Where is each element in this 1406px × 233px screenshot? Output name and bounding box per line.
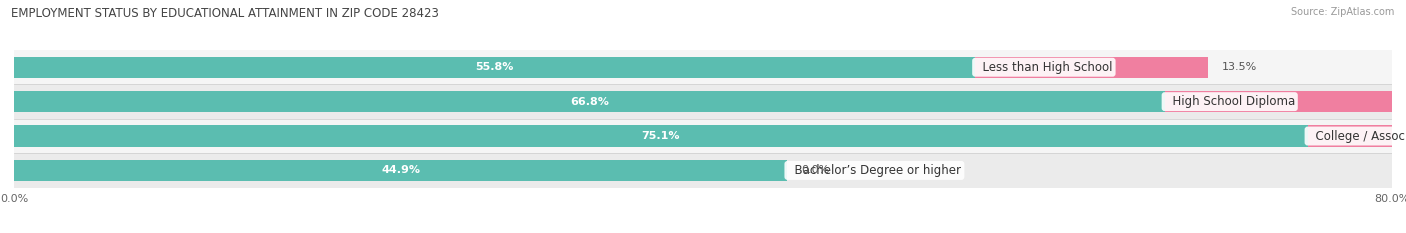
Text: College / Associate Degree: College / Associate Degree bbox=[1308, 130, 1406, 143]
Text: Bachelor’s Degree or higher: Bachelor’s Degree or higher bbox=[787, 164, 962, 177]
Bar bbox=[1308, 125, 1399, 147]
Bar bbox=[14, 91, 1164, 112]
Bar bbox=[14, 125, 1308, 147]
Text: 55.8%: 55.8% bbox=[475, 62, 513, 72]
Text: 44.9%: 44.9% bbox=[381, 165, 420, 175]
Text: High School Diploma: High School Diploma bbox=[1164, 95, 1295, 108]
Bar bbox=[14, 153, 1392, 188]
Text: 0.0%: 0.0% bbox=[801, 165, 830, 175]
Bar bbox=[14, 57, 976, 78]
Bar bbox=[976, 57, 1208, 78]
Bar bbox=[14, 84, 1392, 119]
Bar bbox=[1164, 91, 1406, 112]
Text: 75.1%: 75.1% bbox=[641, 131, 681, 141]
Text: 13.5%: 13.5% bbox=[1222, 62, 1257, 72]
Bar bbox=[14, 50, 1392, 84]
Text: Less than High School: Less than High School bbox=[976, 61, 1112, 74]
Bar bbox=[14, 119, 1392, 153]
Text: EMPLOYMENT STATUS BY EDUCATIONAL ATTAINMENT IN ZIP CODE 28423: EMPLOYMENT STATUS BY EDUCATIONAL ATTAINM… bbox=[11, 7, 439, 20]
Bar bbox=[14, 160, 787, 181]
Text: Source: ZipAtlas.com: Source: ZipAtlas.com bbox=[1291, 7, 1395, 17]
Text: 66.8%: 66.8% bbox=[569, 97, 609, 107]
